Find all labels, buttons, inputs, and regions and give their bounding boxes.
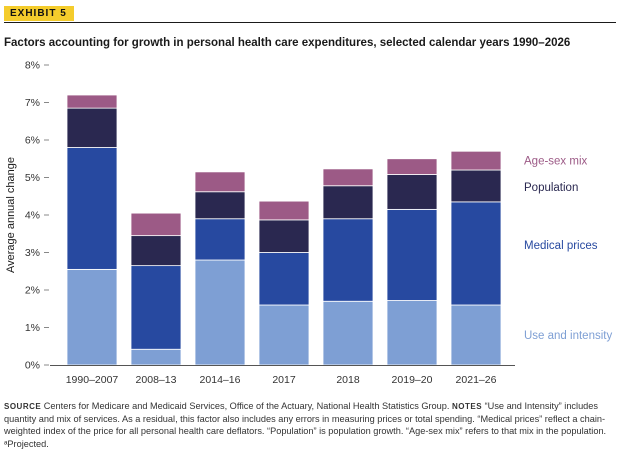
- bar-segment: [450, 169, 502, 203]
- y-tick-label: 3%: [25, 247, 40, 259]
- header-rule: [4, 22, 616, 23]
- stacked-bar-chart: 0% 1% 2% 3% 4% 5% 6% 7% 8% 1990–2007 2008–13 2014–…: [5, 60, 612, 387]
- bar-segment: [130, 265, 182, 350]
- legend-entry: Population: [524, 182, 578, 194]
- y-tick-label: 0%: [25, 360, 40, 372]
- source-label: SOURCE: [4, 402, 42, 411]
- bar-segment: [322, 218, 374, 302]
- x-tick-label: 2017: [272, 374, 296, 386]
- legend-entry: Use and intensity: [524, 330, 612, 342]
- x-tick-label: 2008–13: [136, 374, 177, 386]
- bar-segment: [66, 268, 118, 366]
- chart-title: Factors accounting for growth in persona…: [4, 37, 571, 49]
- footnote: SOURCE Centers for Medicare and Medicaid…: [4, 400, 616, 450]
- bar-segment: [386, 208, 438, 301]
- exhibit-label: EXHIBIT 5: [4, 6, 74, 21]
- bar-segment: [194, 218, 246, 261]
- bar-segment: [258, 200, 310, 221]
- bar-segment: [66, 94, 118, 109]
- bar-segment: [258, 219, 310, 253]
- bar-segment: [450, 150, 502, 171]
- x-tick-label: 1990–2007: [66, 374, 119, 386]
- y-tick-label: 5%: [25, 172, 40, 184]
- y-tick-label: 7%: [25, 97, 40, 109]
- x-axis: 1990–2007 2008–13 2014–16 2017 2018 2019–20 20…: [50, 365, 515, 386]
- notes-text: “Use and Intensity” includes quantity an…: [4, 401, 607, 449]
- bar-segment: [66, 147, 118, 270]
- bar-segment: [194, 191, 246, 220]
- legend-entry: Age-sex mix: [524, 156, 588, 168]
- bar-segment: [450, 304, 502, 366]
- legend: Use and intensity Medical prices Populatio…: [524, 156, 612, 342]
- bar-segment: [450, 201, 502, 306]
- y-tick-label: 6%: [25, 135, 40, 147]
- bar-segment: [386, 300, 438, 366]
- bar-segment: [322, 185, 374, 220]
- legend-entry: Medical prices: [524, 240, 598, 252]
- bar-segment: [322, 168, 374, 187]
- source-text: Centers for Medicare and Medicaid Servic…: [43, 401, 450, 411]
- bar-segment: [130, 348, 182, 366]
- y-tick-label: 1%: [25, 322, 40, 334]
- notes-label: NOTES: [452, 402, 483, 411]
- bar-segment: [130, 235, 182, 267]
- y-tick-label: 2%: [25, 285, 40, 297]
- bar-segment: [66, 107, 118, 148]
- x-tick-label: 2018: [336, 374, 360, 386]
- bar-segment: [130, 212, 182, 237]
- bar-segment: [386, 174, 438, 210]
- y-tick-label: 4%: [25, 210, 40, 222]
- bar-segment: [258, 304, 310, 366]
- bar-segment: [194, 171, 246, 193]
- bar-segment: [258, 252, 310, 306]
- x-tick-label: 2021–26: [456, 374, 497, 386]
- x-tick-label: 2019–20: [392, 374, 433, 386]
- bars: [66, 94, 502, 366]
- bar-segment: [386, 158, 438, 175]
- bar-segment: [194, 259, 246, 366]
- bar-segment: [322, 300, 374, 366]
- y-tick-label: 8%: [25, 60, 40, 72]
- x-tick-label: 2014–16: [200, 374, 241, 386]
- y-axis-label: Average annual change: [5, 157, 17, 273]
- y-axis: 0% 1% 2% 3% 4% 5% 6% 7% 8%: [25, 60, 49, 372]
